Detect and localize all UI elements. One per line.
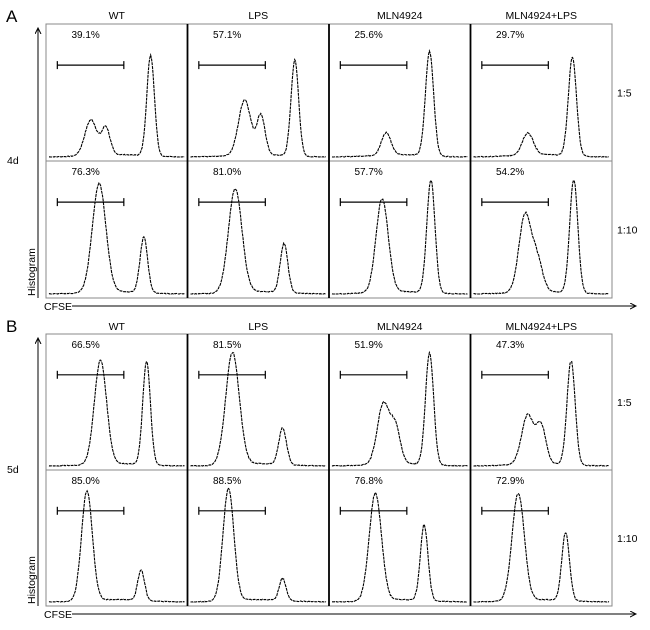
column-label: MLN4924 xyxy=(377,10,423,22)
ratio-label: 1:10 xyxy=(617,225,638,237)
gate-percent-label: 57.1% xyxy=(213,30,241,41)
gate-percent-label: 72.9% xyxy=(496,476,524,487)
column-label: MLN4924+LPS xyxy=(505,10,577,22)
gate-percent-label: 51.9% xyxy=(354,340,382,351)
ratio-label: 1:5 xyxy=(617,88,632,100)
histogram-curve xyxy=(190,487,327,603)
histogram-curve xyxy=(48,182,185,295)
gate-percent-label: 25.6% xyxy=(354,30,382,41)
y-axis-label: Histogram xyxy=(26,556,38,604)
gate-percent-label: 57.7% xyxy=(354,167,382,178)
day-label: 4d xyxy=(7,155,19,167)
ratio-label: 1:5 xyxy=(617,397,632,409)
column-label: MLN4924 xyxy=(377,321,423,333)
day-label: 5d xyxy=(7,464,19,476)
gate-percent-label: 81.0% xyxy=(213,167,241,178)
histogram-curve xyxy=(473,179,610,295)
column-label: MLN4924+LPS xyxy=(505,321,577,333)
gate-percent-label: 47.3% xyxy=(496,340,524,351)
column-label: WT xyxy=(109,10,126,22)
column-label: LPS xyxy=(248,321,268,333)
gate-percent-label: 88.5% xyxy=(213,476,241,487)
histogram-curve xyxy=(331,491,468,603)
column-label: LPS xyxy=(248,10,268,22)
ratio-label: 1:10 xyxy=(617,533,638,545)
histogram-curve xyxy=(190,351,327,467)
gate-percent-label: 29.7% xyxy=(496,30,524,41)
histogram-curve xyxy=(48,52,185,158)
histogram-curve xyxy=(331,179,468,295)
histogram-curve xyxy=(190,188,327,295)
x-axis-label: CFSE xyxy=(44,301,72,313)
histogram-curve xyxy=(48,489,185,603)
gate-percent-label: 81.5% xyxy=(213,340,241,351)
gate-percent-label: 85.0% xyxy=(71,476,99,487)
histogram-curve xyxy=(48,359,185,467)
gate-percent-label: 54.2% xyxy=(496,167,524,178)
gate-percent-label: 76.3% xyxy=(71,167,99,178)
panel-letter: A xyxy=(6,7,18,26)
panel-letter: B xyxy=(6,317,17,336)
gate-percent-label: 76.8% xyxy=(354,476,382,487)
histogram-curve xyxy=(331,49,468,158)
histogram-curve xyxy=(190,57,327,158)
histogram-curve xyxy=(473,56,610,158)
histogram-curve xyxy=(331,350,468,467)
histogram-curve xyxy=(473,360,610,467)
y-axis-label: Histogram xyxy=(26,248,38,296)
histogram-curve xyxy=(473,492,610,603)
gate-percent-label: 39.1% xyxy=(71,30,99,41)
x-axis-label: CFSE xyxy=(44,609,72,621)
column-label: WT xyxy=(109,321,126,333)
gate-percent-label: 66.5% xyxy=(71,340,99,351)
